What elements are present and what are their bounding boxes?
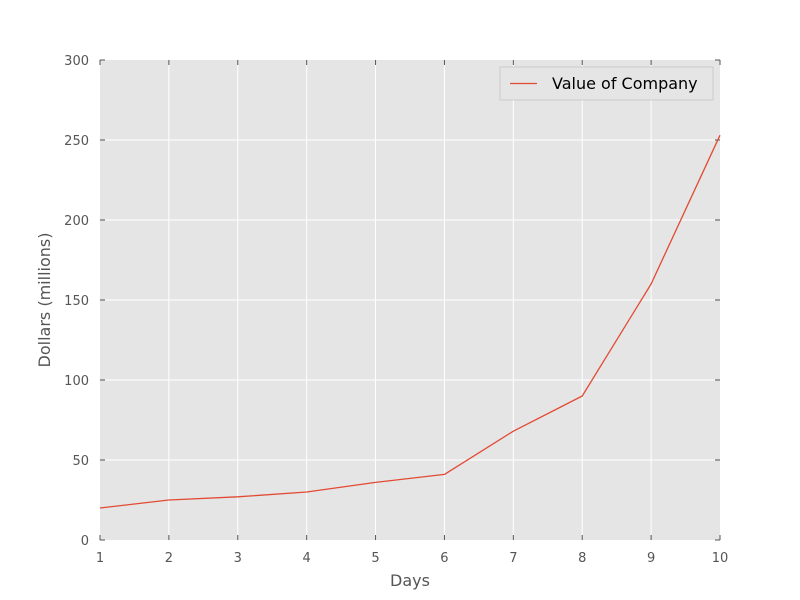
x-tick-label: 3 [234,551,242,566]
y-tick-label: 250 [64,134,89,149]
axis-ticks [99,59,721,541]
y-tick-label: 200 [64,214,89,229]
x-tick-label: 4 [303,551,311,566]
x-tick-label: 7 [509,551,517,566]
grid-lines [100,60,720,540]
y-tick-label: 50 [72,454,89,469]
x-tick-label: 5 [371,551,379,566]
x-tick-label: 6 [440,551,448,566]
legend-label-value-of-company: Value of Company [552,74,698,93]
x-tick-label: 8 [578,551,586,566]
y-tick-label: 100 [64,374,89,389]
x-tick-label: 1 [96,551,104,566]
series-line-value-of-company [99,134,721,509]
x-axis-label: Days [390,571,430,590]
y-tick-label: 0 [81,534,89,549]
series-layer [99,134,721,509]
x-tick-label: 9 [647,551,655,566]
legend: Value of Company [499,66,714,101]
y-tick-label: 300 [64,54,89,69]
y-tick-label: 150 [64,294,89,309]
y-tick-labels: 0 50 100 150 200 250 300 [64,54,89,549]
x-tick-label: 2 [165,551,173,566]
x-tick-labels: 1 2 3 4 5 6 7 8 9 10 [96,551,728,566]
y-axis-label: Dollars (millions) [35,233,54,368]
x-tick-label: 10 [712,551,729,566]
